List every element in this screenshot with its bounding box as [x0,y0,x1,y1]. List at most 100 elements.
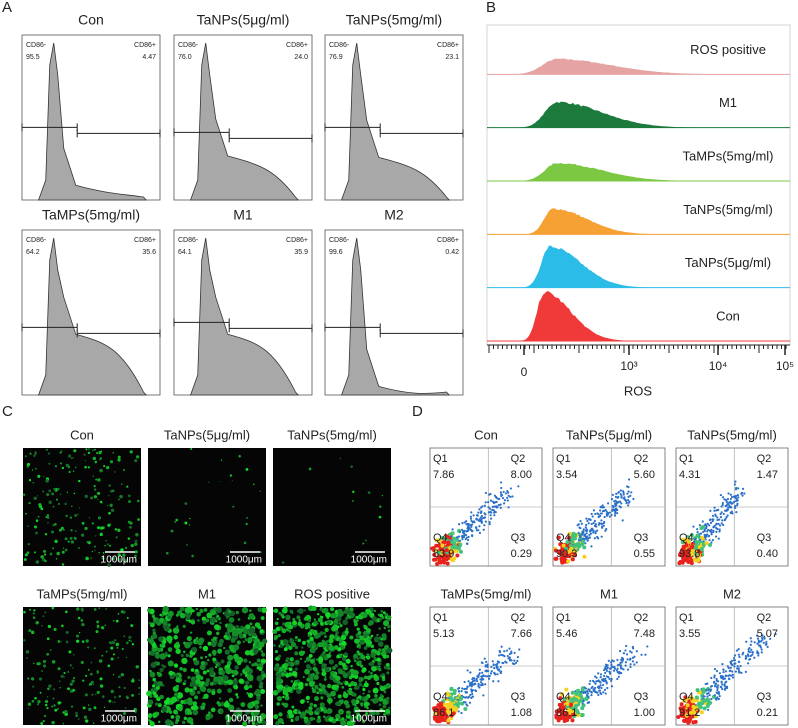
cell-spot [346,665,349,669]
event-dot [498,497,501,500]
histogram [189,237,300,396]
cell-spot [208,481,210,483]
cell-spot [321,639,325,643]
event-dot [710,541,713,544]
event-dot [690,549,695,554]
event-dot [619,667,623,670]
cell-spot [193,659,200,666]
event-dot [600,512,603,515]
cell-spot [308,706,313,711]
cell-spot [87,704,90,706]
cell-spot [243,541,247,545]
event-dot [466,542,469,545]
cell-spot [358,660,362,665]
event-dot [592,531,595,534]
event-dot [507,494,510,497]
cell-spot [95,451,99,455]
cell-spot [199,664,206,671]
event-dot [718,518,721,521]
cell-spot [108,494,110,497]
event-dot [586,519,589,523]
event-dot [495,665,499,668]
cell-spot [217,642,223,648]
event-dot [622,652,626,655]
cell-spot [67,671,70,673]
cell-spot [294,716,300,722]
event-dot [492,509,495,512]
cell-spot [202,645,209,652]
cell-spot [386,615,392,620]
event-dot [717,697,720,701]
event-dot [562,697,567,702]
event-dot [470,685,473,688]
cell-spot [167,647,173,652]
event-dot [722,512,725,516]
event-dot [625,644,628,648]
cell-spot [313,703,317,708]
event-dot [601,526,604,529]
cell-spot [131,679,135,683]
cell-spot [216,688,222,694]
event-dot [680,713,685,718]
event-dot [588,688,591,691]
cell-spot [182,667,187,673]
event-dot [727,677,731,680]
cell-spot [330,607,335,612]
event-dot [594,530,597,533]
event-dot [610,663,613,666]
gate-label: CD86+ [286,237,308,244]
cell-spot [69,664,72,667]
event-dot [491,508,494,512]
event-dot [708,693,711,697]
cell-spot [59,686,62,689]
cell-spot [223,701,230,708]
cell-spot [46,637,50,641]
event-dot [475,680,479,683]
event-dot [701,687,706,692]
cell-spot [52,547,54,550]
plot-title: M1 [600,586,618,601]
event-dot [632,497,635,501]
cell-spot [338,660,343,666]
event-dot [623,496,626,499]
cell-spot [93,495,98,499]
cell-spot [58,503,60,505]
histogram [507,58,717,75]
cell-spot [114,471,116,473]
event-dot [690,714,695,719]
event-dot [691,704,696,709]
event-dot [612,669,616,672]
event-dot [617,491,620,494]
event-dot [579,536,582,539]
cell-spot [243,658,248,663]
event-dot [627,495,630,498]
cell-spot [170,715,175,719]
cell-spot [92,683,95,685]
cell-spot [308,680,315,687]
cell-spot [24,455,27,458]
event-dot [713,525,716,528]
cell-spot [317,715,321,719]
cell-spot [368,619,374,626]
cell-spot [174,720,179,725]
event-dot [608,515,611,518]
event-dot [605,681,608,684]
event-dot [717,690,720,694]
cell-spot [112,674,115,676]
cell-spot [49,649,52,652]
event-dot [464,537,467,541]
cell-spot [251,637,255,641]
cell-spot [130,543,134,548]
cell-spot [167,660,174,667]
cell-spot [35,519,39,522]
cell-spot [320,696,324,700]
cell-spot [94,460,98,464]
cell-spot [53,688,56,691]
event-dot [605,667,608,671]
cell-spot [307,634,311,638]
event-dot [729,662,733,665]
cell-spot [288,667,293,672]
histogram-name: TaMPs(5mg/ml) [682,148,773,163]
cell-spot [73,492,76,495]
event-dot [492,663,495,666]
